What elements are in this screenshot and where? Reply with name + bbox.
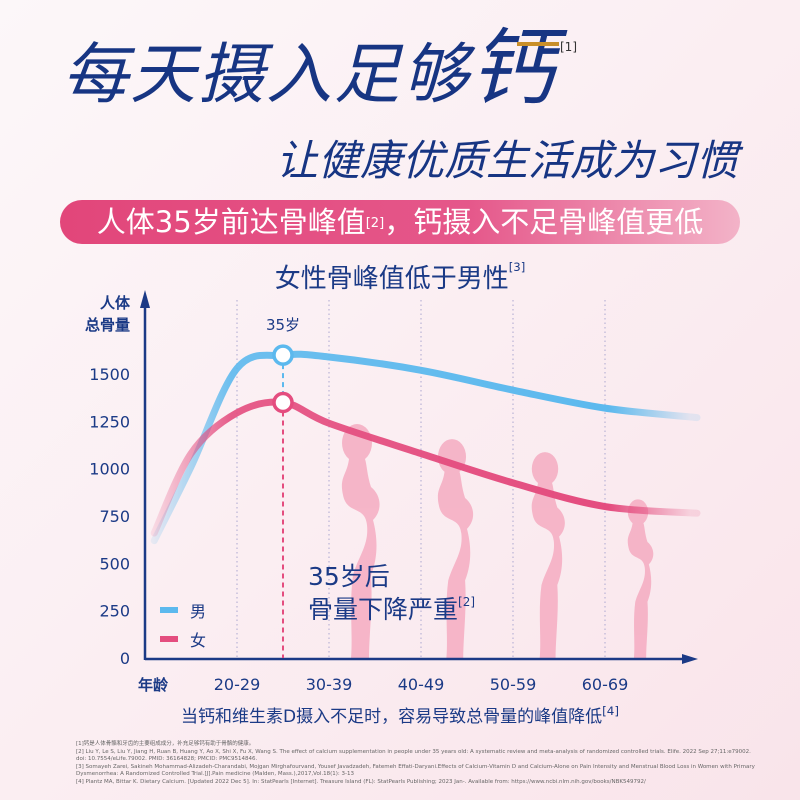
legend-female-label: 女 xyxy=(190,631,206,650)
peak-age-label: 35岁 xyxy=(266,316,300,334)
banner-reference: [2] xyxy=(365,216,385,231)
male-peak-marker xyxy=(272,344,294,366)
banner-text-1: 人体35岁前达骨峰值 xyxy=(96,205,366,239)
banner-text-2: ，钙摄入不足骨峰值更低 xyxy=(384,205,704,239)
annotation-line-1: 35岁后 xyxy=(308,562,390,591)
silhouette-body xyxy=(341,459,380,658)
x-tick-label: 30-39 xyxy=(306,675,353,694)
references: [1]钙是人体骨骼和牙齿的主要组成成分，补充足够钙有助于骨骼的健康。 [2] L… xyxy=(76,741,756,786)
annotation-text: 骨量下降严重 xyxy=(308,595,458,624)
x-tick-label: 60-69 xyxy=(582,675,629,694)
x-axis-label: 年龄 xyxy=(138,676,169,694)
y-tick-label: 750 xyxy=(99,507,130,526)
silhouette-body xyxy=(437,471,474,658)
footer-note-text: 当钙和维生素D摄入不足时，容易导致总骨量的峰值降低 xyxy=(181,707,603,727)
y-tick-label: 0 xyxy=(120,649,130,668)
reference-1: [1]钙是人体骨骼和牙齿的主要组成成分，补充足够钙有助于骨骼的健康。 xyxy=(76,741,255,747)
headline-calcium: 钙 xyxy=(470,19,557,117)
male-series-line xyxy=(150,350,701,545)
reference-4: [4] Plantz MA, Bittar K. Dietary Calcium… xyxy=(76,778,646,785)
x-tick-label: 20-29 xyxy=(214,675,261,694)
annotation-line-2: 骨量下降严重[2] xyxy=(308,595,475,624)
legend-male-label: 男 xyxy=(190,602,206,621)
y-tick-label: 1500 xyxy=(89,365,130,384)
y-tick-label: 500 xyxy=(99,554,130,573)
legend-female-swatch xyxy=(160,636,178,642)
gold-accent-bar xyxy=(517,42,559,46)
footer-note-reference: [4] xyxy=(602,704,619,718)
reference-2: [2] Liu Y, Le S, Liu Y, Jiang H, Ruan B,… xyxy=(76,748,751,763)
headline-reference: [1] xyxy=(560,40,577,54)
y-tick-label: 250 xyxy=(99,602,130,621)
female-peak-marker xyxy=(272,391,294,414)
headline-text: 每天摄入足够 xyxy=(62,36,470,113)
legend-male-swatch xyxy=(160,607,178,613)
y-axis-label-1: 人体 xyxy=(100,294,131,312)
chart-title-reference: [3] xyxy=(508,260,526,274)
female-series-line xyxy=(150,398,701,537)
x-axis-arrow-icon xyxy=(682,654,698,664)
woman-silhouette xyxy=(627,499,654,658)
peak-banner: 人体35岁前达骨峰值[2]，钙摄入不足骨峰值更低 xyxy=(60,200,740,244)
y-axis-label-2: 总骨量 xyxy=(85,316,130,334)
silhouette-head xyxy=(531,452,559,486)
subtitle: 让健康优质生活成为习惯 xyxy=(275,136,738,185)
chart-title: 女性骨峰值低于男性[3] xyxy=(0,258,800,295)
x-tick-label: 40-49 xyxy=(398,675,445,694)
footer-note: 当钙和维生素D摄入不足时，容易导致总骨量的峰值降低[4] xyxy=(0,702,800,727)
y-axis-arrow-icon xyxy=(140,290,150,308)
headline: 每天摄入足够钙 xyxy=(62,26,556,110)
silhouette-body xyxy=(531,482,565,658)
silhouette-body xyxy=(627,523,654,658)
y-tick-label: 1250 xyxy=(89,412,130,431)
x-tick-label: 50-59 xyxy=(490,675,537,694)
annotation-reference: [2] xyxy=(458,595,475,609)
woman-silhouette xyxy=(531,452,565,658)
reference-3: [3] Somayeh Zarei, Sakineh Mohammad-Aliz… xyxy=(76,763,755,778)
chart-title-text: 女性骨峰值低于男性 xyxy=(274,264,509,294)
y-tick-label: 1000 xyxy=(89,460,130,479)
